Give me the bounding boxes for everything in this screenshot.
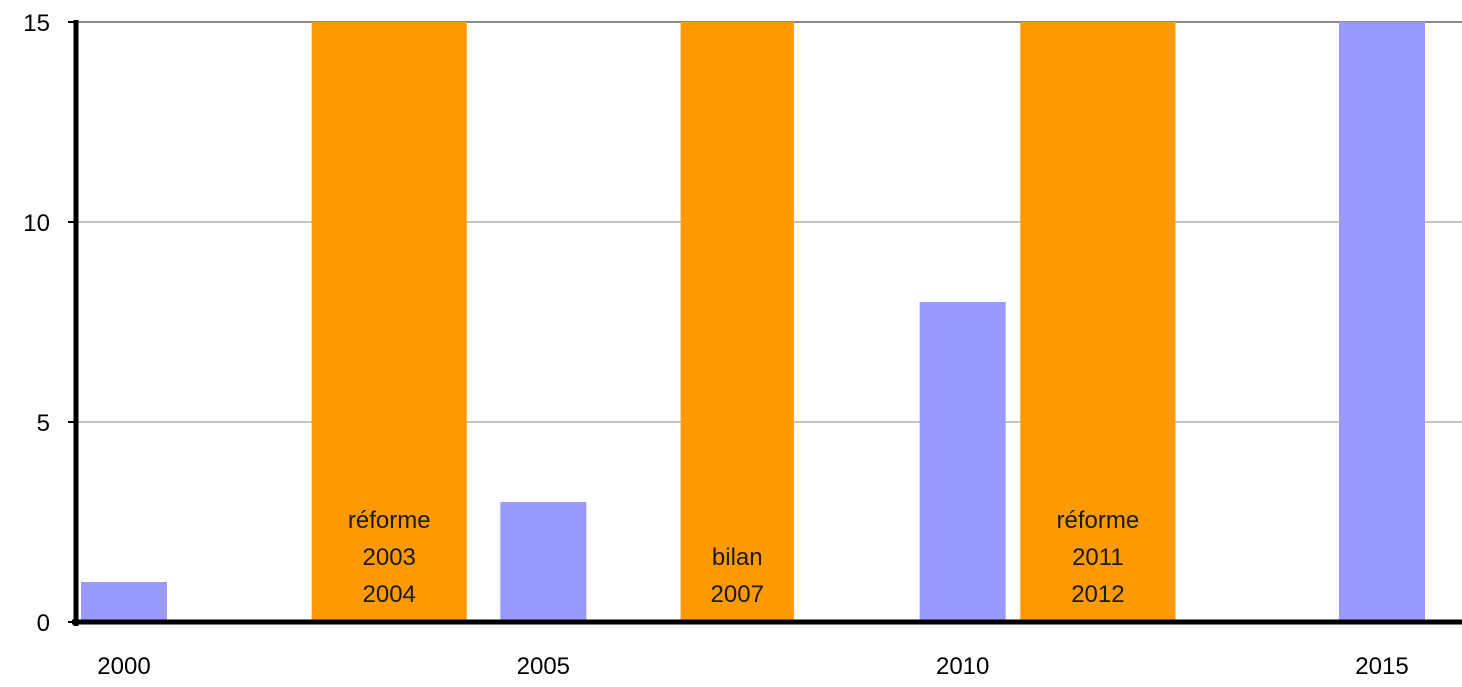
event-band-0-label-2: 2004 — [363, 581, 416, 608]
axes — [68, 20, 1462, 626]
x-tick-label-2005: 2005 — [517, 653, 570, 680]
event-band-1-label-1: 2007 — [711, 581, 764, 608]
event-band-2-label-1: 2011 — [1072, 544, 1124, 571]
event-bands: réforme 2003 2004 bilan 2007 réforme 2011 2012 — [311, 22, 1176, 622]
x-tick-label-2010: 2010 — [936, 653, 989, 680]
y-tick-label-5: 5 — [37, 410, 50, 437]
tick-labels: 0 5 10 15 2000 2005 2010 2015 — [23, 10, 1408, 680]
y-tick-label-15: 15 — [23, 10, 50, 37]
event-band-1-label-0: bilan — [712, 544, 763, 571]
event-band-0-label-1: 2003 — [363, 544, 416, 571]
bar-2000 — [81, 582, 167, 622]
event-band-1 — [680, 22, 794, 622]
bar-2010 — [919, 302, 1006, 622]
event-band-0 — [311, 22, 467, 622]
event-band-2 — [1020, 22, 1176, 622]
y-tick-label-10: 10 — [23, 210, 50, 237]
bar-2015 — [1339, 22, 1425, 622]
event-band-0-label-0: réforme — [348, 507, 431, 534]
event-band-2-label-0: réforme — [1057, 507, 1140, 534]
event-band-2-label-2: 2012 — [1071, 581, 1124, 608]
bars — [81, 22, 1425, 622]
y-tick-label-0: 0 — [37, 610, 50, 637]
bar-2005 — [500, 502, 587, 622]
x-tick-label-2015: 2015 — [1355, 653, 1408, 680]
x-tick-label-2000: 2000 — [97, 653, 150, 680]
